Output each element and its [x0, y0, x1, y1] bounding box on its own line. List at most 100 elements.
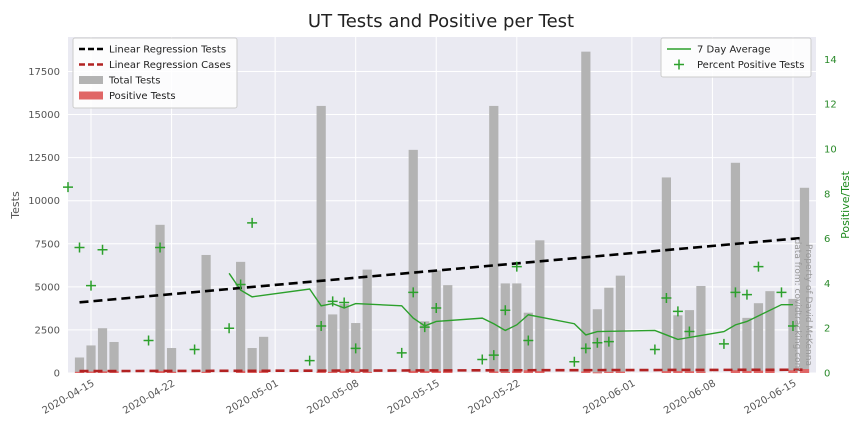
percent-positive-marker [603, 336, 614, 347]
percent-positive-marker [235, 279, 246, 290]
x-tick-label: 2020-06-08 [662, 378, 718, 417]
bar-positive-tests [86, 371, 96, 373]
right-y-tick-label: 14 [824, 55, 837, 66]
percent-positive-marker [787, 320, 798, 331]
left-y-tick-label: 7500 [35, 239, 60, 250]
bar-total-tests [788, 298, 798, 373]
bar-total-tests [730, 162, 741, 373]
percent-positive-marker [718, 338, 729, 349]
bar-positive-tests [328, 371, 338, 373]
bar-total-tests [753, 303, 764, 373]
line-linear-regression-tests [79, 236, 805, 304]
percent-positive-marker [477, 354, 488, 365]
bar-total-tests [155, 224, 165, 373]
bar-total-tests [535, 240, 545, 373]
x-tick-label: 2020-06-15 [743, 378, 799, 417]
percent-positive-marker [730, 287, 741, 298]
right-y-tick-label: 6 [824, 234, 830, 245]
bar-total-tests [742, 317, 752, 373]
bar-positive-tests [730, 370, 741, 373]
line-linear-regression-cases [79, 368, 805, 373]
bar-total-tests [512, 283, 522, 373]
bar-total-tests [236, 261, 246, 373]
percent-positive-marker [523, 335, 534, 346]
right-y-axis-ticks: 0 2 4 6 8 10 12 14 [824, 55, 837, 380]
bar-positive-tests [431, 370, 441, 373]
bar-positive-tests [351, 371, 361, 373]
legend-left: Linear Regression Tests Linear Regression… [72, 37, 238, 109]
percent-positive-marker [74, 242, 85, 253]
legend-label: Positive Tests [109, 91, 176, 102]
percent-positive-marker [247, 217, 258, 228]
bar-positive-tests [592, 372, 602, 374]
left-y-tick-label: 0 [54, 369, 60, 380]
bar-positive-tests [581, 371, 591, 373]
bar-positive-tests [489, 371, 499, 373]
bar-positive-tests [155, 370, 165, 373]
percent-positive-marker [661, 292, 672, 303]
left-axis-label: Tests [9, 191, 22, 220]
bar-positive-tests [788, 370, 798, 373]
bar-positive-tests [362, 371, 372, 373]
x-tick-label: 2020-05-15 [386, 378, 442, 417]
bar-total-tests [247, 348, 257, 373]
bar-total-tests [109, 341, 119, 373]
legend-label: Linear Regression Cases [109, 60, 231, 71]
x-tick-label: 2020-06-01 [582, 378, 638, 417]
bar-total-tests [489, 105, 499, 373]
bar-positive-tests [535, 371, 545, 373]
bar-positive-tests [408, 370, 418, 373]
bar-total-tests [339, 304, 349, 373]
percent-positive-marker [776, 287, 787, 298]
bar-total-tests [316, 105, 326, 373]
bar-positive-tests [604, 371, 614, 373]
bar-positive-tests [523, 370, 533, 373]
legend-label: Linear Regression Tests [109, 45, 226, 56]
left-y-tick-label: 15000 [28, 110, 60, 121]
bar-positive-tests [339, 370, 349, 373]
watermark-line: Property of David McKenna [803, 244, 813, 366]
left-y-tick-label: 2500 [35, 325, 60, 336]
right-axis-label: Positive/Test [839, 170, 852, 238]
bar-positive-tests [316, 371, 326, 373]
percent-positive-marker [649, 344, 660, 355]
x-tick-label: 2020-05-01 [225, 378, 281, 417]
bar-total-tests [443, 285, 453, 373]
bar-total-tests [420, 321, 430, 373]
percent-positive-marker [569, 356, 580, 367]
bar-positive-tests [74, 371, 85, 373]
legend-frame [72, 37, 238, 109]
percent-markers [63, 182, 798, 367]
percent-positive-marker [189, 344, 200, 355]
watermark-line: data from: covidtracking.com [792, 239, 802, 372]
bar-total-tests [581, 51, 591, 374]
bar-positive-tests [799, 369, 810, 373]
bar-total-tests [615, 275, 625, 373]
percent-positive-marker [741, 289, 752, 300]
bar-total-tests [500, 283, 510, 373]
percent-positive-marker [672, 306, 683, 317]
percent-positive-marker [316, 320, 327, 331]
bar-positive-tests [673, 371, 683, 373]
bar-total-tests [604, 287, 614, 373]
lines [79, 236, 805, 373]
line-7-day-average [228, 272, 793, 341]
bar-total-tests [328, 314, 338, 373]
bar-positive-tests [420, 371, 430, 373]
bar-total-tests [765, 291, 775, 373]
legend-swatch [79, 91, 103, 100]
bar-positive-tests [512, 370, 522, 373]
bar-total-tests [74, 357, 85, 373]
x-tick-label: 2020-05-22 [466, 378, 522, 417]
bar-total-tests [799, 187, 810, 373]
bar-total-tests [86, 345, 96, 373]
bar-positive-tests [201, 371, 211, 373]
bar-total-tests [259, 336, 269, 373]
x-tick-label: 2020-05-08 [305, 378, 361, 417]
percent-positive-marker [684, 326, 695, 337]
percent-positive-marker [488, 350, 499, 361]
legend-label: Total Tests [108, 76, 160, 87]
chart-title: UT Tests and Positive per Test [308, 11, 574, 32]
